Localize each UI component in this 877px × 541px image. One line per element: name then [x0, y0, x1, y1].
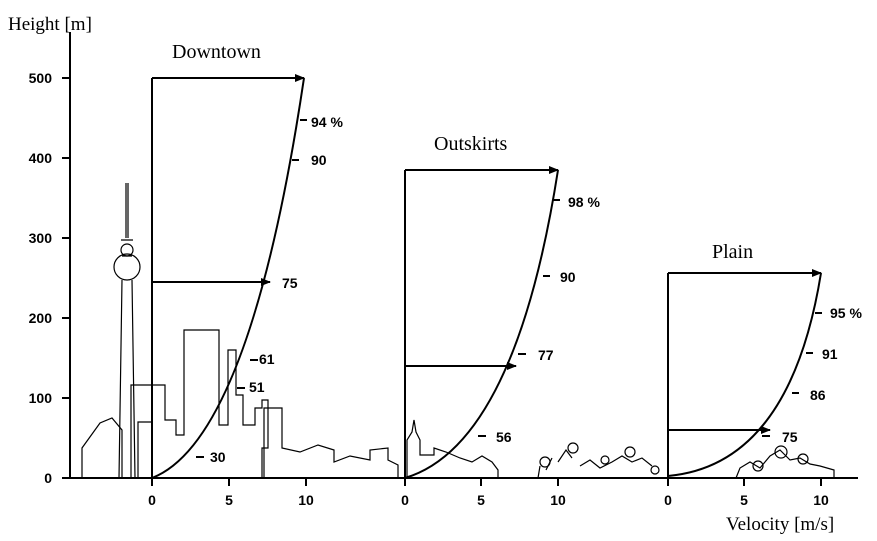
y-tick-400: 400 [29, 150, 53, 166]
plain-x-tick-0: 0 [664, 492, 672, 508]
plain-x-tick-10: 10 [813, 492, 829, 508]
plain-title: Plain [712, 241, 753, 263]
downtown-x-tick-10: 10 [298, 492, 314, 508]
outskirts-label-56: 56 [496, 429, 512, 445]
downtown-label-75: 75 [282, 275, 298, 291]
outskirts-label-90: 90 [560, 269, 576, 285]
plain-percent-ticks [762, 312, 822, 437]
panel-outskirts: Outskirts 98 % 90 77 56 [404, 133, 600, 479]
downtown-label-90: 90 [311, 152, 327, 168]
outskirts-label-77: 77 [538, 347, 554, 363]
plain-label-86: 86 [810, 387, 826, 403]
y-ticks: 0 100 200 300 400 500 [29, 70, 70, 486]
panel-plain: Plain 95 % 91 86 75 [667, 241, 862, 478]
downtown-label-51: 51 [249, 379, 265, 395]
outskirts-percent-ticks [478, 199, 560, 437]
y-tick-100: 100 [29, 390, 53, 406]
downtown-label-61: 61 [259, 351, 275, 367]
plain-label-95: 95 % [830, 305, 862, 321]
downtown-x-tick-0: 0 [148, 492, 156, 508]
outskirts-x-tick-0: 0 [401, 492, 409, 508]
y-tick-300: 300 [29, 230, 53, 246]
outskirts-x-tick-5: 5 [477, 492, 485, 508]
panel-downtown: Downtown 94 % 90 75 61 51 30 [151, 41, 343, 479]
plain-label-75: 75 [782, 429, 798, 445]
downtown-label-94: 94 % [311, 114, 343, 130]
y-tick-0: 0 [44, 470, 52, 486]
outskirts-x-tick-10: 10 [550, 492, 566, 508]
y-axis-label: Height [m] [8, 14, 92, 35]
downtown-x-tick-5: 5 [225, 492, 233, 508]
skyline-illustration [81, 183, 835, 479]
outskirts-title: Outskirts [434, 133, 508, 155]
outskirts-profile-curve [404, 169, 559, 479]
y-tick-200: 200 [29, 310, 53, 326]
x-ticks: 0 5 10 0 5 10 0 5 10 [148, 478, 829, 508]
downtown-profile-curve [151, 77, 305, 479]
plain-label-91: 91 [822, 346, 838, 362]
x-axis-label: Velocity [m/s] [726, 514, 834, 535]
y-tick-500: 500 [29, 70, 53, 86]
downtown-label-30: 30 [210, 449, 226, 465]
downtown-title: Downtown [172, 41, 261, 63]
outskirts-label-98: 98 % [568, 194, 600, 210]
plain-x-tick-5: 5 [740, 492, 748, 508]
plain-profile-curve [667, 272, 822, 477]
downtown-percent-ticks [196, 119, 307, 458]
